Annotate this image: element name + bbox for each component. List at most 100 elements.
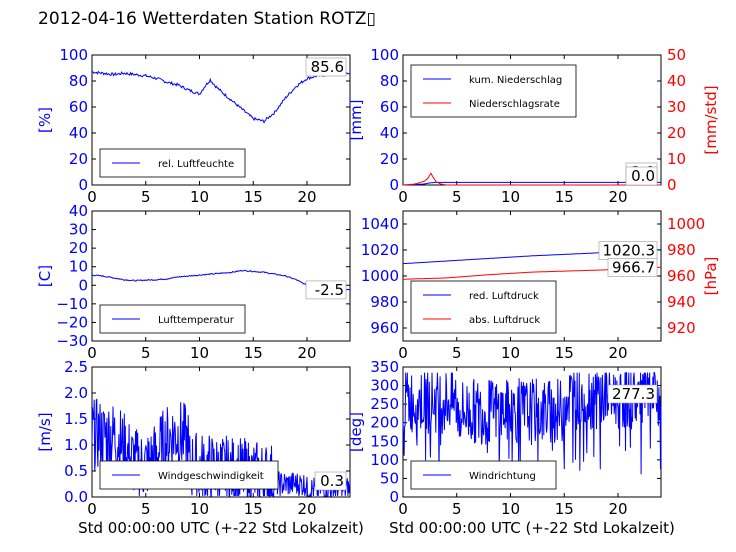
x-tick-label: 20 [297,344,316,362]
y-tick-label: 0 [78,276,88,294]
x-tick-label: 20 [608,344,627,362]
x-tick-label: 0 [398,188,408,206]
x-tick-label: 10 [190,188,209,206]
y2-axis-label: [mm/std] [702,85,720,154]
x-tick-label: 10 [501,344,520,362]
value-label: 85.6 [311,58,344,76]
x-tick-label: 10 [501,500,520,518]
y-tick-label: 2.0 [64,384,88,402]
y2-tick-label: 30 [667,98,686,116]
y-tick-label: 20 [380,150,399,168]
y-tick-label: 300 [370,377,399,395]
y2-tick-label: 980 [667,241,696,259]
y-tick-label: 50 [380,469,399,487]
y-tick-label: 40 [69,124,88,142]
y-tick-label: −10 [56,295,88,313]
y-tick-label: 40 [380,124,399,142]
x-tick-label: 20 [297,188,316,206]
chart-title: 2012-04-16 Wetterdaten Station ROTZ▯ [38,9,376,29]
value-label-box [625,166,658,186]
x-tick-label: 15 [244,188,263,206]
value-label: 1020.3 [603,242,656,260]
y-axis-label: [deg] [347,412,365,452]
x-tick-label: 10 [190,500,209,518]
y-axis-label: [%] [36,107,54,133]
x-tick-label: 5 [141,188,151,206]
y-tick-label: 1040 [361,215,399,233]
legend-label: Windgeschwindigkeit [158,471,264,482]
x-tick-label: 0 [87,500,97,518]
x-tick-label: 15 [555,500,574,518]
x-axis-label: Std 00:00:00 UTC (+-22 Std Lokalzeit) [389,519,675,537]
y-tick-label: 200 [370,414,399,432]
x-tick-label: 0 [87,188,97,206]
value-label-box [305,57,347,77]
legend-label: Niederschlagsrate [469,99,560,110]
x-tick-label: 10 [501,188,520,206]
y-tick-label: 0 [389,488,399,506]
legend-label: Windrichtung [469,471,536,482]
y-axis-label: [C] [36,265,54,287]
y2-tick-label: 1000 [667,215,705,233]
y-tick-label: 20 [69,239,88,257]
x-tick-label: 5 [141,344,151,362]
value-label-box [607,257,658,277]
value-label: 0.0 [631,167,655,185]
x-axis-label: Std 00:00:00 UTC (+-22 Std Lokalzeit) [78,519,364,537]
y-tick-label: 100 [370,46,399,64]
y-tick-label: 1020 [361,241,399,259]
y-tick-label: 100 [59,46,88,64]
y2-tick-label: 40 [667,72,686,90]
y-tick-label: 80 [69,72,88,90]
y2-axis-label: [hPa] [702,257,720,296]
y-tick-label: 1000 [361,267,399,285]
y-tick-label: 60 [380,98,399,116]
y-tick-label: 150 [370,432,399,450]
x-tick-label: 20 [297,500,316,518]
x-tick-label: 15 [555,344,574,362]
legend-label: rel. Luftfeuchte [158,159,234,170]
y2-tick-label: 20 [667,124,686,142]
legend-label: Lufttemperatur [158,315,235,326]
y-tick-label: 350 [370,358,399,376]
legend-box [410,64,577,118]
y-tick-label: 960 [370,319,399,337]
y-tick-label: −30 [56,332,88,350]
y2-tick-label: 50 [667,46,686,64]
x-tick-label: 15 [244,344,263,362]
plot-frame [91,210,351,342]
value-label: 966.7 [612,258,655,276]
x-tick-label: 0 [398,344,408,362]
y-tick-label: 0.5 [64,462,88,480]
y-tick-label: 0.0 [64,488,88,506]
y-tick-label: 20 [69,150,88,168]
y2-tick-label: 940 [667,293,696,311]
value-label-box [305,280,347,300]
y-tick-label: 60 [69,98,88,116]
y-tick-label: 1.5 [64,410,88,428]
x-tick-label: 15 [244,500,263,518]
x-tick-label: 5 [141,500,151,518]
value-label: -2.5 [315,281,344,299]
x-tick-label: 5 [452,188,462,206]
legend-box [410,280,557,334]
y-tick-label: 1.0 [64,436,88,454]
x-tick-label: 20 [608,500,627,518]
series-line-kum-niederschlag [403,181,661,186]
legend-label: kum. Niederschlag [469,75,562,86]
value-label-box [314,471,347,491]
y2-tick-label: 0 [667,176,677,194]
y-tick-label: 30 [69,221,88,239]
x-tick-label: 0 [87,344,97,362]
value-label: 0.3 [320,472,344,490]
y2-tick-label: 960 [667,267,696,285]
y-tick-label: 2.5 [64,358,88,376]
y-tick-label: 100 [370,451,399,469]
x-tick-label: 15 [555,188,574,206]
value-label-box [607,384,658,404]
y-axis-label: [mm] [347,100,365,141]
y2-tick-label: 10 [667,150,686,168]
value-label: 277.3 [612,385,655,403]
legend-label: red. Luftdruck [469,291,539,302]
